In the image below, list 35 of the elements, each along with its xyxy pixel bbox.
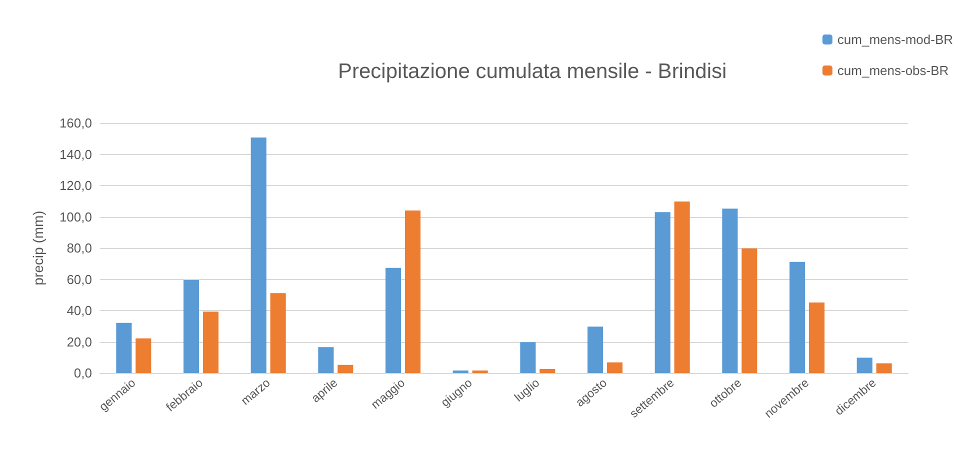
bar [202, 312, 219, 373]
bar [385, 268, 402, 373]
bar [606, 362, 623, 373]
bar [183, 280, 200, 373]
y-tick-label: 40,0 [66, 303, 92, 318]
y-tick-label: 120,0 [59, 178, 92, 193]
y-tick-label: 20,0 [66, 334, 92, 350]
bar [136, 338, 152, 373]
bar [540, 368, 556, 373]
bar [318, 347, 334, 373]
bar [674, 201, 690, 373]
bar [654, 212, 670, 373]
bar [856, 358, 872, 373]
y-tick-label: 60,0 [66, 272, 92, 287]
bar [789, 262, 806, 373]
y-tick-label: 0,0 [74, 366, 92, 380]
chart-title: Precipitazione cumulata mensile - Brindisi [338, 60, 727, 83]
bar [250, 138, 266, 373]
bar [270, 293, 286, 373]
bar [116, 322, 132, 373]
bar [520, 342, 536, 373]
legend-label: cum_mens-mod-BR [837, 32, 954, 47]
legend-label: cum_mens-obs-BR [837, 63, 949, 78]
bar [404, 210, 421, 373]
bar [808, 302, 825, 373]
bar [742, 248, 758, 373]
y-tick-label: 160,0 [59, 116, 92, 130]
y-tick-label: 80,0 [66, 240, 92, 256]
y-tick-label: 140,0 [59, 146, 92, 162]
y-tick-label: 100,0 [59, 209, 92, 224]
bar [876, 363, 892, 373]
bar [338, 364, 354, 373]
y-axis-title: precip (mm) [30, 210, 46, 286]
bar [722, 208, 738, 373]
bar [587, 326, 604, 373]
